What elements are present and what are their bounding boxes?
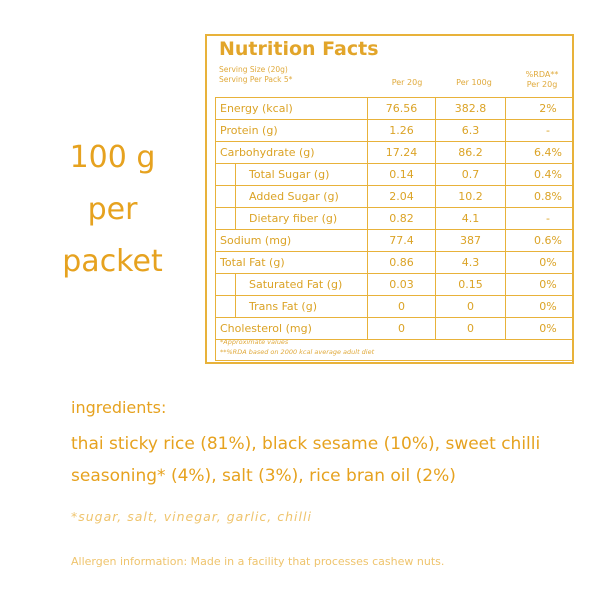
value-rda: 0% (539, 256, 557, 269)
table-row: Sodium (mg) 77.4 387 0.6% (216, 230, 572, 252)
nutrient-name: Added Sugar (g) (216, 186, 368, 207)
table-row: Total Fat (g) 0.86 4.3 0% (216, 252, 572, 274)
value-per-100g: 0.15 (436, 274, 506, 295)
table-row: Energy (kcal) 76.56 382.8 2% (216, 98, 572, 120)
footnote-approximate: *Approximate values (220, 338, 289, 346)
value-per-100g: 0 (436, 318, 506, 339)
serving-per-pack: Serving Per Pack 5* (219, 75, 293, 84)
table-row: Added Sugar (g) 2.04 10.2 0.8% (216, 186, 572, 208)
table-row: Cholesterol (mg) 0 0 0% (216, 318, 572, 340)
nutrient-name: Cholesterol (mg) (216, 318, 368, 339)
value-rda: 0% (539, 322, 557, 335)
column-header-rda-line-1: %RDA** (525, 70, 559, 79)
serving-size: Serving Size (20g) (219, 65, 288, 74)
value-per-100g: 0.7 (436, 164, 506, 185)
value-per-20g: 0 (368, 318, 436, 339)
allergen-information: Allergen information: Made in a facility… (71, 555, 445, 568)
column-header-per-100g: Per 100g (456, 78, 492, 87)
value-per-100g: 4.1 (436, 208, 506, 229)
nutrient-name: Trans Fat (g) (216, 296, 368, 317)
seasoning-note: *sugar, salt, vinegar, garlic, chilli (71, 509, 312, 524)
value-per-20g: 77.4 (368, 230, 436, 251)
value-rda: 0% (539, 300, 557, 313)
value-rda: 0.4% (534, 168, 562, 181)
value-per-20g: 0.82 (368, 208, 436, 229)
nutrition-facts-title: Nutrition Facts (219, 38, 379, 60)
nutrition-facts-panel: Nutrition Facts Serving Size (20g) Servi… (205, 34, 574, 364)
nutrient-name: Dietary fiber (g) (216, 208, 368, 229)
value-per-100g: 6.3 (436, 120, 506, 141)
footnote-rda: **%RDA based on 2000 kcal average adult … (220, 348, 375, 356)
table-row: Carbohydrate (g) 17.24 86.2 6.4% (216, 142, 572, 164)
column-header-rda-line-2: Per 20g (526, 80, 558, 89)
serving-info: Serving Size (20g) Serving Per Pack 5* (219, 65, 292, 85)
headline-line-2: per (87, 192, 138, 227)
value-rda: - (546, 124, 550, 137)
value-per-100g: 387 (436, 230, 506, 251)
nutrient-name: Total Fat (g) (216, 252, 368, 273)
value-rda: 2% (539, 102, 557, 115)
value-per-20g: 2.04 (368, 186, 436, 207)
table-row: Protein (g) 1.26 6.3 - (216, 120, 572, 142)
table-row: Trans Fat (g) 0 0 0% (216, 296, 572, 318)
table-row: Total Sugar (g) 0.14 0.7 0.4% (216, 164, 572, 186)
nutrient-name: Energy (kcal) (216, 98, 368, 119)
ingredients-label: ingredients: (71, 398, 167, 417)
nutrient-name: Carbohydrate (g) (216, 142, 368, 163)
value-per-20g: 0.03 (368, 274, 436, 295)
value-per-100g: 10.2 (436, 186, 506, 207)
value-per-100g: 382.8 (436, 98, 506, 119)
nutrient-name: Total Sugar (g) (216, 164, 368, 185)
value-per-20g: 17.24 (368, 142, 436, 163)
value-per-100g: 0 (436, 296, 506, 317)
value-per-20g: 0.86 (368, 252, 436, 273)
nutrient-name: Saturated Fat (g) (216, 274, 368, 295)
column-header-per-20g: Per 20g (391, 78, 423, 87)
value-per-100g: 4.3 (436, 252, 506, 273)
table-row: Dietary fiber (g) 0.82 4.1 - (216, 208, 572, 230)
nutrition-table: Energy (kcal) 76.56 382.8 2% Protein (g) 1.26… (215, 97, 573, 340)
per-packet-headline: 100 g per packet (40, 132, 185, 288)
value-per-20g: 1.26 (368, 120, 436, 141)
value-rda: 6.4% (534, 146, 562, 159)
value-per-20g: 76.56 (368, 98, 436, 119)
value-per-20g: 0.14 (368, 164, 436, 185)
nutrient-name: Sodium (mg) (216, 230, 368, 251)
table-row: Saturated Fat (g) 0.03 0.15 0% (216, 274, 572, 296)
ingredients-text: thai sticky rice (81%), black sesame (10… (71, 434, 541, 486)
headline-line-3: packet (62, 244, 163, 279)
headline-line-1: 100 g (69, 140, 156, 175)
nutrition-footnotes: *Approximate values **%RDA based on 2000… (215, 334, 573, 361)
nutrient-name: Protein (g) (216, 120, 368, 141)
column-header-rda: %RDA** Per 20g (507, 70, 577, 90)
value-per-100g: 86.2 (436, 142, 506, 163)
value-rda: 0.6% (534, 234, 562, 247)
value-rda: 0.8% (534, 190, 562, 203)
value-rda: 0% (539, 278, 557, 291)
value-per-20g: 0 (368, 296, 436, 317)
value-rda: - (546, 212, 550, 225)
